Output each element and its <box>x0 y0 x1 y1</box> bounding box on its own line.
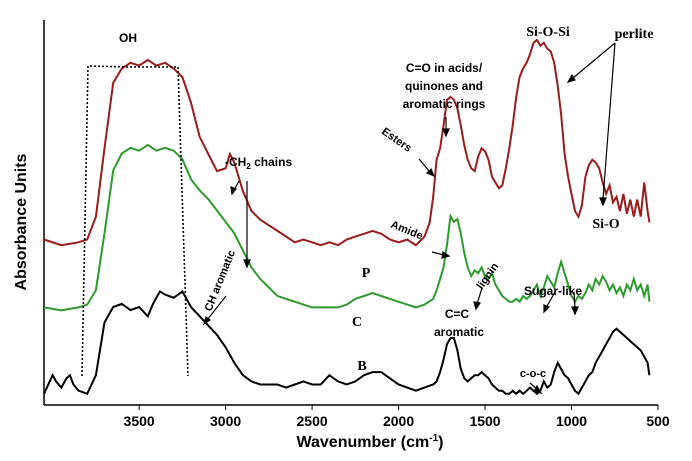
annotation-cc-line1: C=C <box>445 307 470 321</box>
annotation-oh: OH <box>119 31 137 45</box>
annotation-ch2-chains: -CH2 chains <box>225 155 292 171</box>
series-line-c <box>43 143 651 312</box>
x-axis-label: Wavenumber (cm-1) <box>296 433 443 451</box>
x-tick-label: 1500 <box>469 413 500 429</box>
series-label-b: B <box>357 359 366 374</box>
series-line-p <box>43 38 651 247</box>
annotation-si-o: Si-O <box>592 217 619 232</box>
series-line-b <box>43 290 651 396</box>
series-label-c: C <box>352 315 362 330</box>
annotation-c-o-c: c-o-c <box>520 368 546 380</box>
annotation-co-line1: C=O in acids/ <box>406 61 483 75</box>
annotation-esters: Esters <box>379 126 413 155</box>
annotation-perlite: perlite <box>615 27 654 42</box>
annotation-si-o-si: Si-O-Si <box>526 25 570 40</box>
annotation-sugar-like: Sugar-like <box>524 284 582 298</box>
annotation-co-line3: aromatic rings <box>403 97 486 111</box>
oh-bracket <box>81 65 189 377</box>
y-axis-label: Absorbance Units <box>13 153 30 290</box>
x-tick-label: 3500 <box>124 413 155 429</box>
x-tick-group: 3500 3000 2500 2000 1500 1000 500 <box>124 405 670 429</box>
annotation-co-line2: quinones and <box>405 79 483 93</box>
x-tick-label: 2000 <box>383 413 414 429</box>
series-label-p: P <box>362 266 371 281</box>
x-tick-label: 3000 <box>210 413 241 429</box>
x-tick-label: 1000 <box>556 413 587 429</box>
annotation-arrows <box>202 42 616 394</box>
annotation-cc-line2: aromatic <box>434 325 484 339</box>
x-tick-label: 500 <box>646 413 670 429</box>
x-tick-label: 2500 <box>297 413 328 429</box>
